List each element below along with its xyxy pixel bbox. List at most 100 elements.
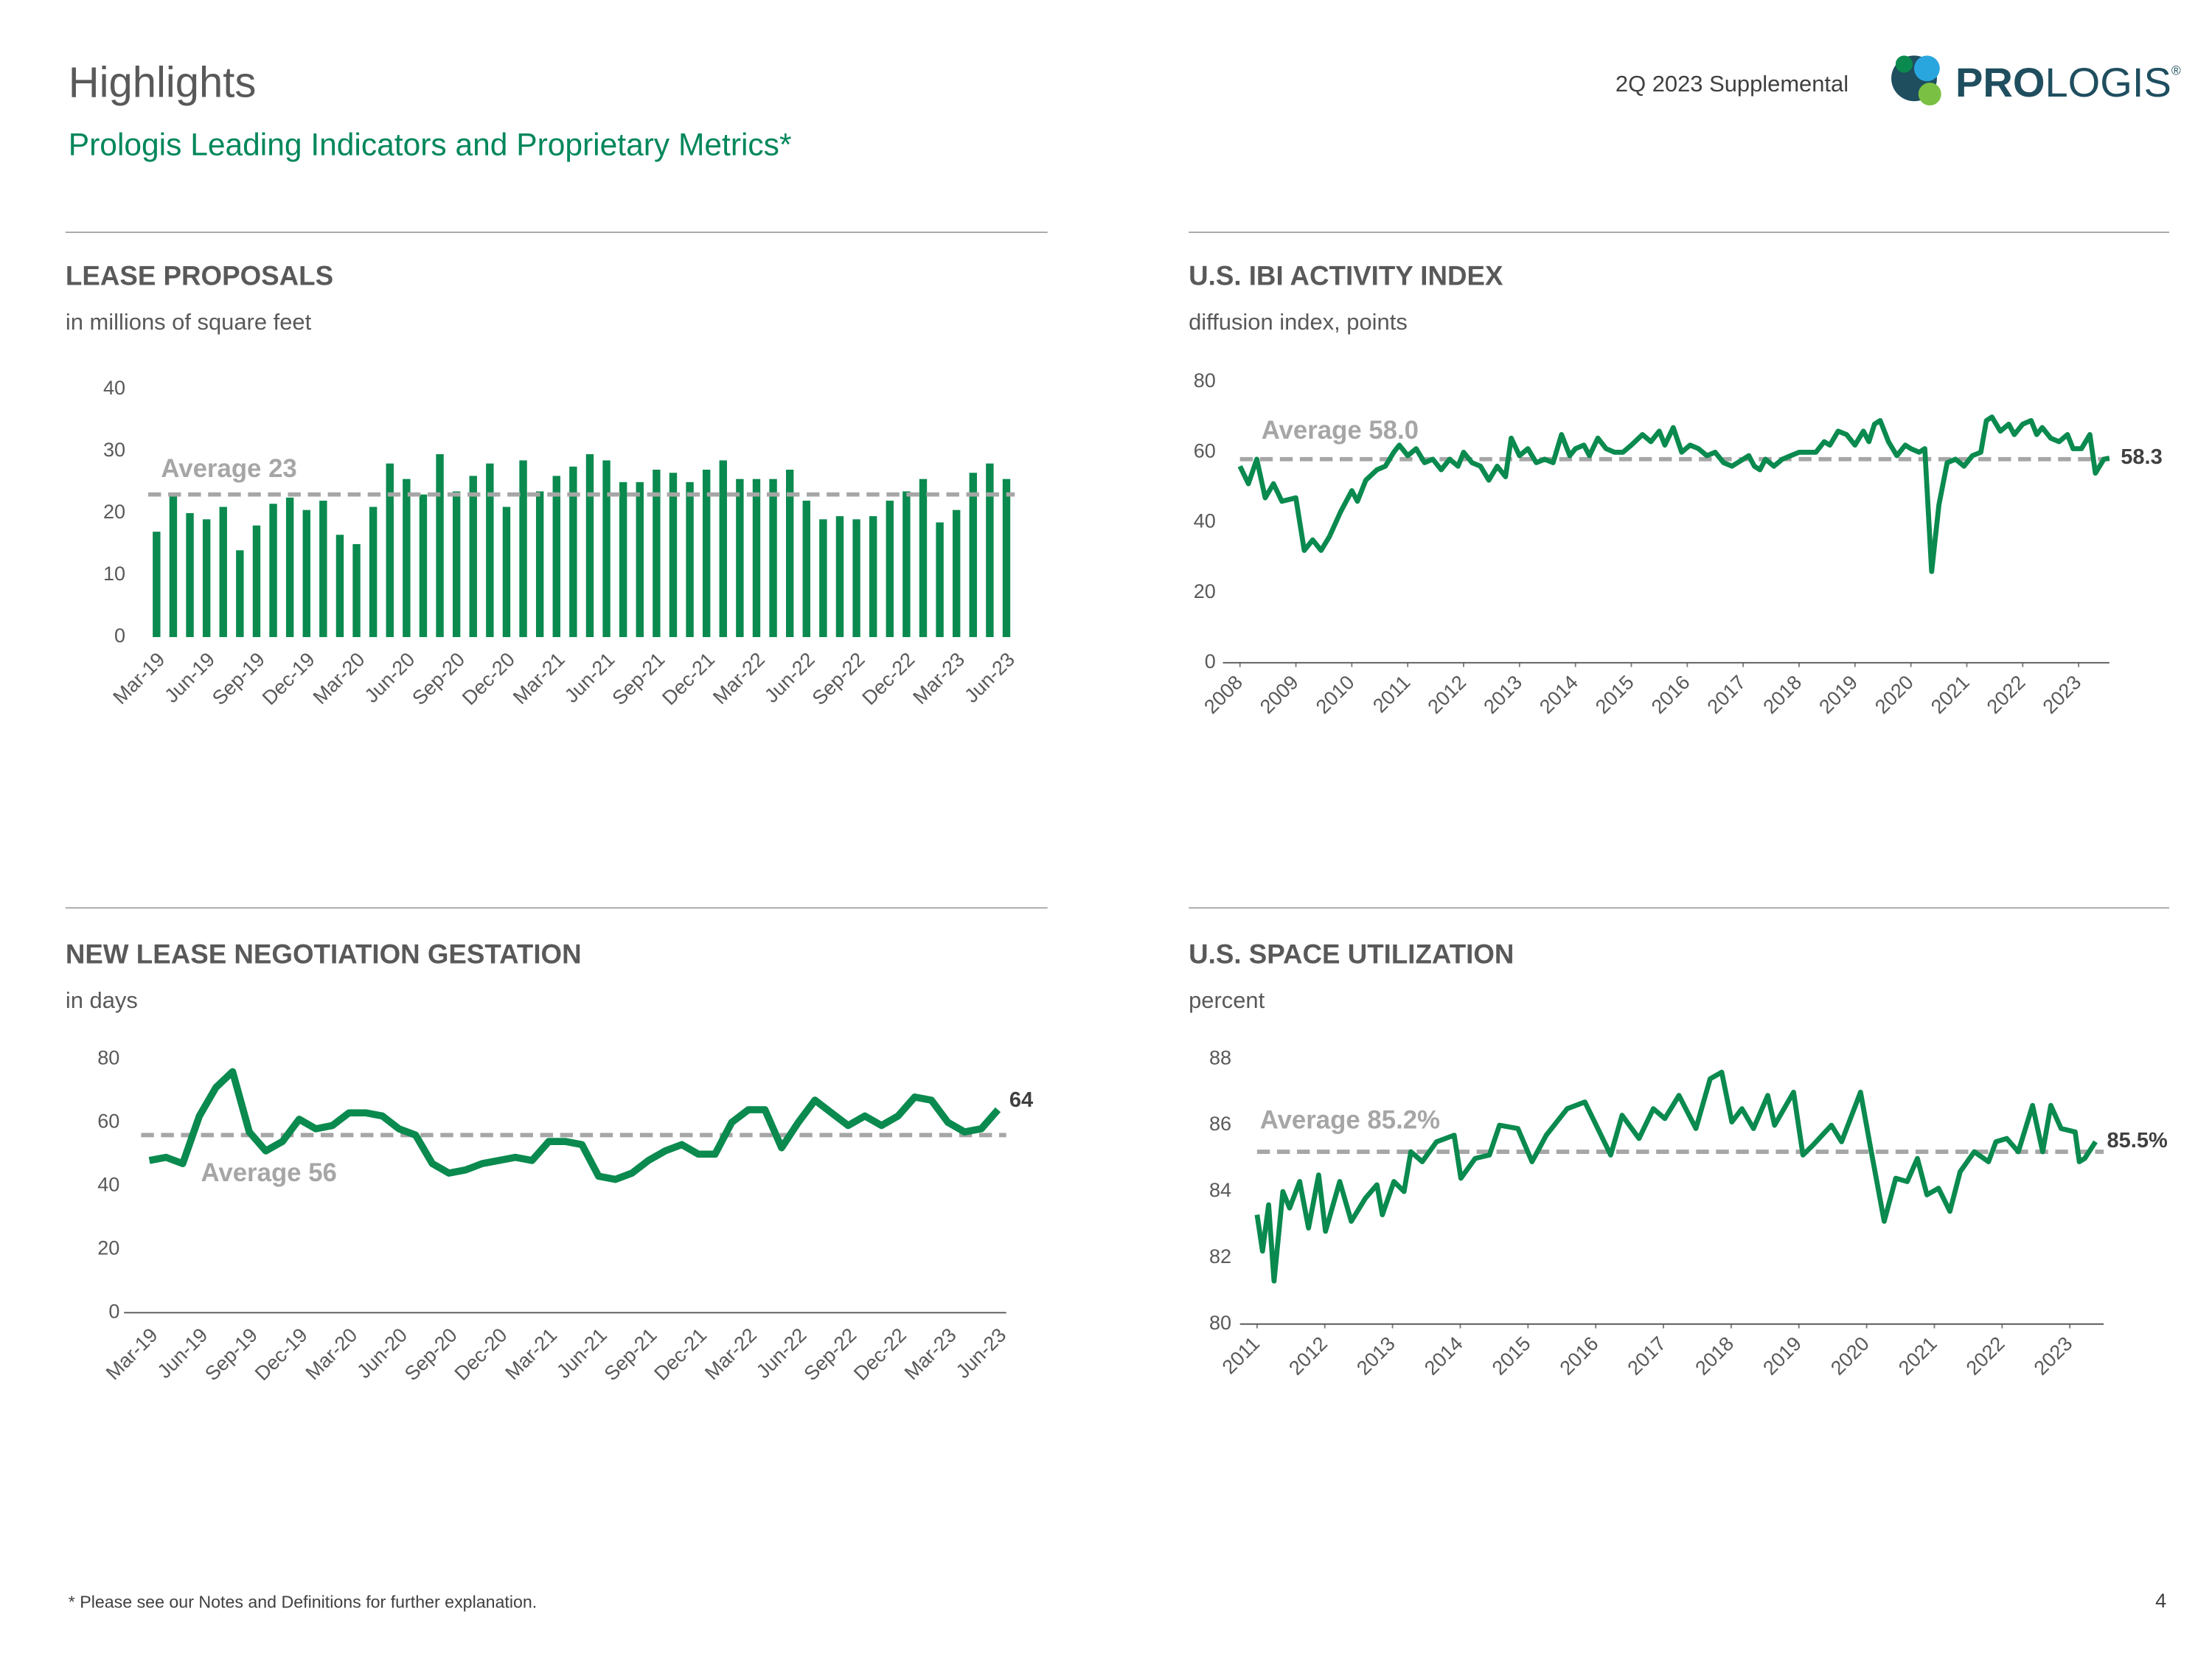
y-tick-label: 40 [1194, 510, 1216, 532]
x-tick-label: 2019 [1815, 671, 1862, 718]
bar [686, 481, 694, 638]
bar [219, 507, 227, 638]
bar [552, 476, 560, 638]
y-tick-label: 0 [1205, 650, 1216, 672]
chart-subtitle: percent [1189, 987, 1265, 1013]
bar [835, 516, 844, 638]
bar [986, 463, 994, 638]
bar [202, 519, 211, 638]
footnote: * Please see our Notes and Definitions f… [69, 1593, 537, 1612]
y-tick-label: 86 [1209, 1113, 1231, 1135]
bar [236, 550, 244, 638]
x-tick-label: Dec-21 [650, 1324, 711, 1385]
bar [569, 466, 577, 638]
bar [669, 473, 678, 638]
x-tick-label: Mar-19 [109, 648, 170, 709]
x-tick-label: Mar-22 [700, 1324, 761, 1384]
x-tick-label: Jun-23 [952, 1324, 1011, 1382]
bar [285, 497, 294, 638]
x-tick-label: 2009 [1256, 671, 1303, 718]
x-tick-label: 2012 [1424, 671, 1471, 718]
x-tick-label: 2023 [2030, 1332, 2077, 1380]
x-tick-label: Jun-22 [760, 648, 819, 707]
x-tick-label: Dec-22 [849, 1324, 911, 1385]
chart-title: U.S. IBI ACTIVITY INDEX [1189, 261, 1503, 291]
x-tick-label: Mar-21 [509, 648, 569, 709]
value-label: 58.3 [2121, 445, 2162, 469]
x-tick-label: Jun-20 [352, 1324, 411, 1382]
y-tick-label: 40 [97, 1173, 119, 1195]
y-tick-label: 30 [103, 439, 125, 461]
bar [785, 470, 794, 638]
x-tick-label: 2008 [1200, 671, 1247, 718]
x-tick-label: Dec-19 [251, 1324, 312, 1385]
bar [736, 479, 744, 638]
bar [335, 535, 344, 638]
bar [403, 479, 411, 638]
average-label: Average 56 [201, 1159, 337, 1187]
chart-title: LEASE PROPOSALS [66, 261, 333, 291]
x-tick-label: 2022 [1983, 671, 2030, 718]
bar [519, 460, 527, 638]
page-number: 4 [2155, 1590, 2166, 1612]
x-tick-label: 2022 [1962, 1332, 2009, 1380]
x-tick-label: Sep-22 [799, 1324, 860, 1385]
bar [819, 519, 827, 638]
bar [352, 543, 361, 638]
x-tick-label: Jun-21 [560, 648, 619, 707]
x-tick-label: 2011 [1218, 1332, 1264, 1378]
bar [902, 491, 911, 638]
bar [802, 501, 810, 638]
x-tick-label: 2010 [1312, 671, 1359, 718]
bar [386, 463, 394, 638]
x-tick-label: 2011 [1368, 671, 1414, 717]
bar [752, 479, 761, 638]
y-tick-label: 60 [97, 1110, 119, 1132]
x-tick-label: 2014 [1420, 1332, 1467, 1380]
bar [719, 460, 727, 638]
bar [886, 501, 894, 638]
x-tick-label: Mar-23 [900, 1324, 961, 1384]
x-tick-label: Jun-23 [960, 648, 1019, 707]
page-title: Highlights [69, 59, 257, 106]
bar [952, 509, 961, 638]
bar [602, 460, 611, 638]
chart-subtitle: in days [66, 987, 138, 1013]
x-tick-label: 2013 [1479, 671, 1526, 718]
bar [319, 501, 327, 638]
bar [919, 479, 928, 638]
x-tick-label: Jun-19 [160, 648, 219, 707]
y-tick-label: 10 [103, 563, 125, 585]
x-tick-label: 2012 [1284, 1332, 1332, 1380]
bar [419, 494, 428, 638]
x-tick-label: Sep-19 [201, 1324, 262, 1385]
value-label: 64 [1009, 1088, 1033, 1112]
data-line [148, 1068, 1001, 1183]
bar [153, 532, 161, 638]
x-tick-label: Sep-21 [600, 1324, 661, 1385]
bar [969, 473, 977, 638]
chart-subtitle: diffusion index, points [1189, 309, 1408, 335]
bar [436, 453, 444, 638]
x-tick-label: Dec-20 [458, 648, 519, 709]
y-tick-label: 80 [1209, 1312, 1231, 1334]
x-tick-label: 2018 [1759, 671, 1806, 718]
x-tick-label: Jun-22 [752, 1324, 811, 1382]
bar [1002, 479, 1011, 638]
x-tick-label: Mar-21 [501, 1324, 561, 1384]
y-tick-label: 80 [1194, 369, 1216, 392]
x-tick-label: Mar-19 [102, 1324, 162, 1384]
bar [486, 463, 494, 638]
y-tick-label: 80 [97, 1046, 119, 1068]
x-tick-label: Mar-22 [709, 648, 769, 709]
bar [252, 525, 261, 638]
x-tick-label: Dec-20 [451, 1324, 512, 1385]
bar [369, 507, 378, 638]
bar [269, 504, 277, 638]
x-tick-label: Dec-22 [858, 648, 919, 709]
x-tick-label: 2018 [1691, 1332, 1738, 1380]
y-tick-label: 88 [1209, 1046, 1231, 1068]
y-tick-label: 40 [103, 377, 125, 399]
x-tick-label: Sep-19 [208, 648, 269, 709]
